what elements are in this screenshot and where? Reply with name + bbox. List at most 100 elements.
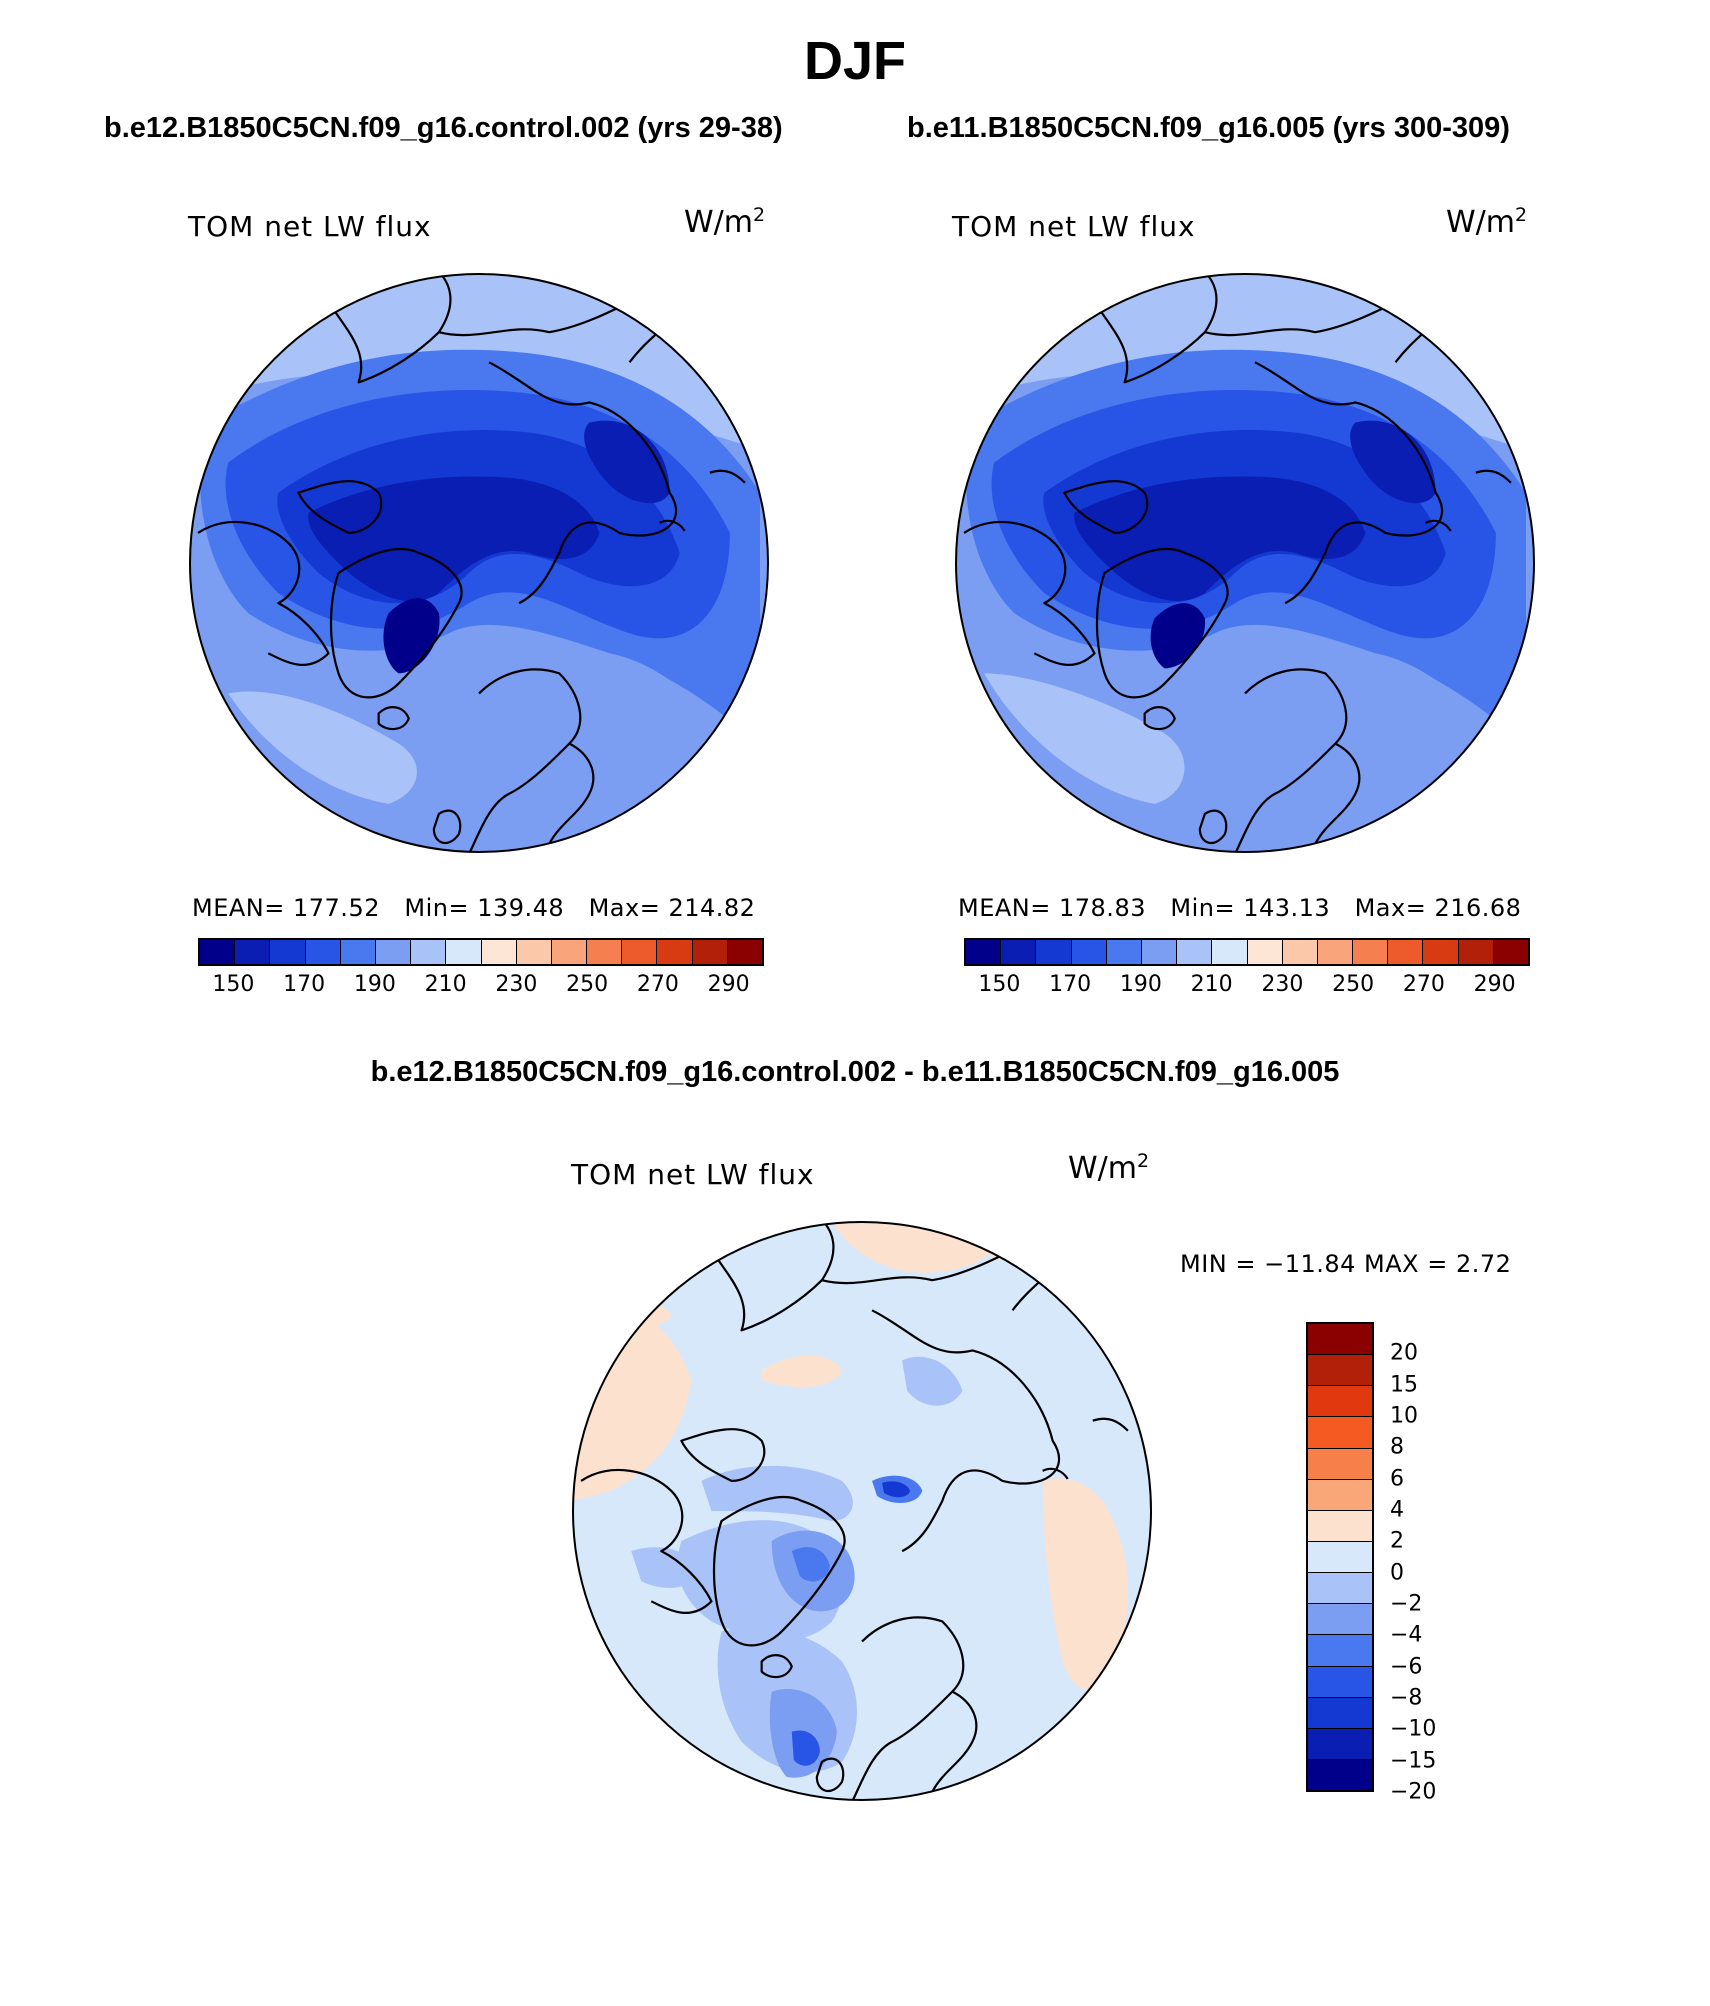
colorbar-tick-label: 0	[1390, 1560, 1404, 1586]
colorbar-tick-label: 250	[566, 972, 609, 997]
colorbar-tick-label: 210	[424, 972, 467, 997]
diff-minmax: MIN = −11.84 MAX = 2.72	[1180, 1250, 1512, 1278]
figure-title: DJF	[803, 31, 906, 91]
colorbar-tick-label: −15	[1390, 1748, 1437, 1774]
colorbar-tick-label: 2	[1390, 1528, 1404, 1554]
colorbar-tick-label: 290	[707, 972, 750, 997]
colorbar-tick-label: 10	[1390, 1403, 1418, 1429]
colorbar-swatch	[1308, 1417, 1372, 1449]
colorbar-swatch	[1308, 1573, 1372, 1605]
colorbar-tick-label: −2	[1390, 1591, 1423, 1617]
colorbar-swatch	[235, 940, 271, 964]
colorbar-tick-label: 250	[1332, 972, 1375, 997]
colorbar-tick-label: 20	[1390, 1340, 1418, 1366]
var-label-diff: TOM net LW flux	[571, 1158, 815, 1191]
colorbar-swatch	[1247, 940, 1283, 964]
colorbar-tick-label: 150	[212, 972, 255, 997]
colorbar-swatch	[1308, 1541, 1372, 1574]
colorbar-swatch	[1308, 1510, 1372, 1542]
stats-right: MEAN= 178.83 Min= 143.13 Max= 216.68	[958, 894, 1522, 922]
colorbar-swatch	[1423, 940, 1459, 964]
colorbar-swatch	[1036, 940, 1072, 964]
colorbar-right	[964, 938, 1530, 966]
colorbar-swatch	[1308, 1666, 1372, 1698]
colorbar-swatch	[1308, 1355, 1372, 1387]
run-title-left: b.e12.B1850C5CN.f09_g16.control.002 (yrs…	[104, 112, 783, 144]
colorbar-swatch	[446, 940, 482, 964]
colorbar-swatch	[1308, 1324, 1372, 1356]
colorbar-tick-label: 8	[1390, 1434, 1404, 1460]
colorbar-swatch	[305, 940, 341, 964]
units-diff: W/m2	[1068, 1150, 1150, 1186]
colorbar-tick-label: 4	[1390, 1497, 1404, 1523]
colorbar-swatch	[1106, 940, 1142, 964]
colorbar-swatch	[481, 940, 517, 964]
colorbar-swatch	[1388, 940, 1424, 964]
colorbar-tick-label: 290	[1473, 972, 1516, 997]
colorbar-swatch	[1212, 940, 1248, 964]
colorbar-tick-label: 270	[636, 972, 679, 997]
colorbar-swatch	[375, 940, 412, 964]
colorbar-tick-label: −10	[1390, 1716, 1437, 1742]
colorbar-swatch	[411, 940, 447, 964]
colorbar-right-ticks: 150 170 190 210 230 250 270 290	[964, 972, 1530, 1002]
colorbar-left-ticks: 150 170 190 210 230 250 270 290	[198, 972, 764, 1002]
colorbar-swatch	[1317, 940, 1354, 964]
colorbar-swatch	[1308, 1448, 1372, 1480]
colorbar-diff	[1306, 1322, 1374, 1792]
colorbar-swatch	[1458, 940, 1494, 964]
colorbar-diff-ticks: 20 15 10 8 6 4 2 0 −2 −4 −6 −8 −10 −15 −20	[1390, 1322, 1470, 1805]
colorbar-swatch	[1141, 940, 1178, 964]
colorbar-swatch	[587, 940, 623, 964]
diff-title: b.e12.B1850C5CN.f09_g16.control.002 - b.…	[370, 1056, 1340, 1088]
colorbar-tick-label: 190	[1119, 972, 1162, 997]
units-left: W/m2	[684, 204, 766, 240]
colorbar-swatch	[1177, 940, 1213, 964]
colorbar-swatch	[1308, 1479, 1372, 1511]
colorbar-swatch	[1353, 940, 1389, 964]
colorbar-tick-label: 6	[1390, 1466, 1404, 1492]
colorbar-swatch	[622, 940, 658, 964]
colorbar-swatch	[270, 940, 306, 964]
colorbar-tick-label: −4	[1390, 1622, 1423, 1648]
polar-map-right	[955, 273, 1535, 853]
colorbar-tick-label: 15	[1390, 1372, 1418, 1398]
colorbar-tick-label: 270	[1402, 972, 1445, 997]
colorbar-tick-label: 190	[353, 972, 396, 997]
colorbar-left	[198, 938, 764, 966]
colorbar-tick-label: 230	[1261, 972, 1304, 997]
colorbar-tick-label: 170	[283, 972, 326, 997]
colorbar-swatch	[657, 940, 693, 964]
colorbar-swatch	[1493, 940, 1528, 964]
polar-map-diff	[572, 1221, 1152, 1801]
polar-map-left	[189, 273, 769, 853]
colorbar-swatch	[1071, 940, 1107, 964]
units-right: W/m2	[1446, 204, 1528, 240]
colorbar-tick-label: −8	[1390, 1685, 1423, 1711]
var-label-left: TOM net LW flux	[188, 210, 432, 243]
colorbar-swatch	[966, 940, 1002, 964]
colorbar-swatch	[340, 940, 376, 964]
colorbar-tick-label: 210	[1190, 972, 1233, 997]
colorbar-swatch	[200, 940, 236, 964]
var-label-right: TOM net LW flux	[952, 210, 1196, 243]
colorbar-swatch	[1001, 940, 1037, 964]
colorbar-swatch	[1308, 1759, 1372, 1791]
colorbar-tick-label: −20	[1390, 1779, 1437, 1805]
colorbar-tick-label: 150	[978, 972, 1021, 997]
colorbar-swatch	[727, 940, 762, 964]
colorbar-tick-label: −6	[1390, 1654, 1423, 1680]
colorbar-swatch	[551, 940, 588, 964]
colorbar-tick-label: 170	[1049, 972, 1092, 997]
colorbar-swatch	[516, 940, 552, 964]
colorbar-swatch	[1308, 1386, 1372, 1418]
colorbar-swatch	[1308, 1697, 1372, 1729]
colorbar-swatch	[1308, 1728, 1372, 1760]
colorbar-swatch	[1308, 1604, 1372, 1636]
colorbar-swatch	[1308, 1635, 1372, 1667]
colorbar-tick-label: 230	[495, 972, 538, 997]
run-title-right: b.e11.B1850C5CN.f09_g16.005 (yrs 300-309…	[907, 112, 1510, 144]
colorbar-swatch	[1282, 940, 1318, 964]
colorbar-swatch	[692, 940, 728, 964]
stats-left: MEAN= 177.52 Min= 139.48 Max= 214.82	[192, 894, 756, 922]
